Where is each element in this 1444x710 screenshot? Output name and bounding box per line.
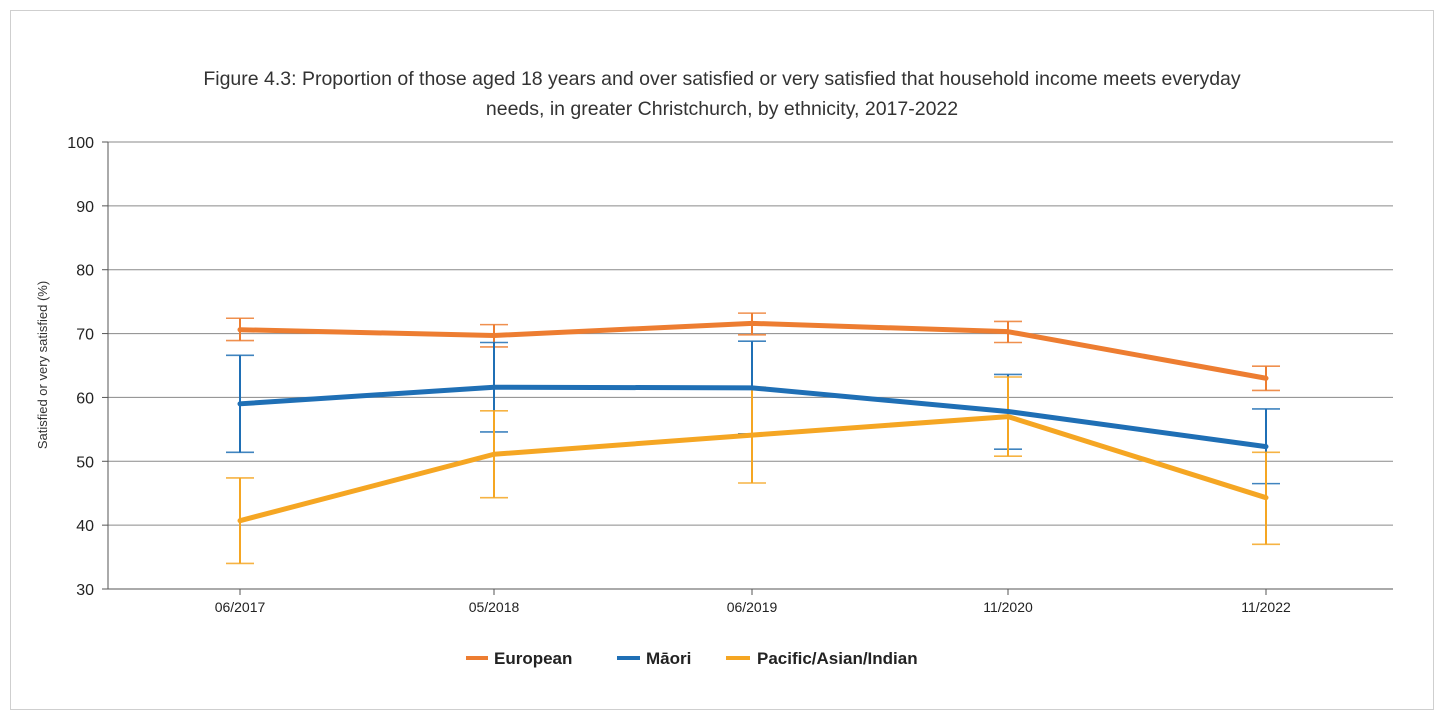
y-axis-label: Satisfied or very satisfied (%): [35, 281, 50, 449]
y-tick-labels: 30 40 50 60 70 80 90 100: [67, 135, 94, 599]
y-tick-label-40: 40: [76, 518, 94, 535]
legend: European Māori Pacific/Asian/Indian: [466, 649, 918, 668]
x-tick-label-3: 11/2020: [983, 599, 1033, 615]
y-tick-label-80: 80: [76, 263, 94, 280]
y-tick-label-70: 70: [76, 327, 94, 344]
legend-label-m-ori: Māori: [646, 649, 691, 668]
line-chart: 30 40 50 60 70 80 90 100 06/2017 05/2018 06/2019 1…: [0, 0, 1444, 693]
y-tick-label-30: 30: [76, 582, 94, 599]
x-tick-label-1: 05/2018: [469, 599, 520, 615]
y-tick-label-50: 50: [76, 454, 94, 471]
x-tick-labels: 06/2017 05/2018 06/2019 11/2020 11/2022: [215, 599, 1291, 615]
x-tick-label-2: 06/2019: [727, 599, 778, 615]
y-tick-label-90: 90: [76, 199, 94, 216]
x-tick-label-0: 06/2017: [215, 599, 266, 615]
y-tick-label-100: 100: [67, 135, 94, 152]
legend-label-pacific-asian-indian: Pacific/Asian/Indian: [757, 649, 918, 668]
y-tick-label-60: 60: [76, 390, 94, 407]
x-tick-label-4: 11/2022: [1241, 599, 1291, 615]
legend-label-european: European: [494, 649, 572, 668]
